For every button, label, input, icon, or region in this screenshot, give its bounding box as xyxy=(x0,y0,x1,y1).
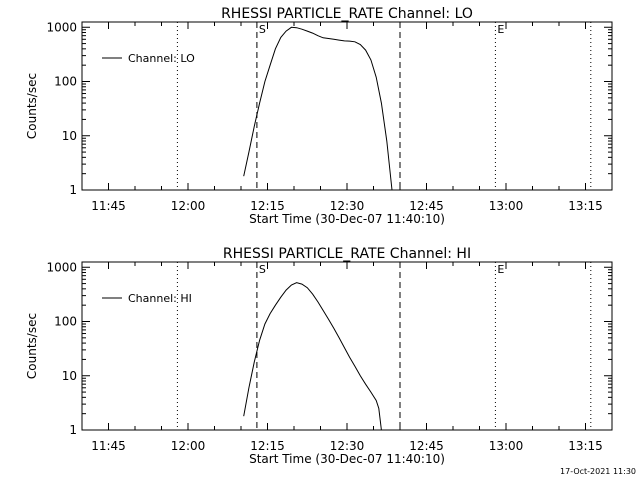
x-axis-label: Start Time (30-Dec-07 11:40:10) xyxy=(249,452,445,466)
x-tick-label: 11:45 xyxy=(91,439,126,453)
series-line xyxy=(243,282,382,431)
plot-frame xyxy=(81,261,613,431)
y-tick-label: 1000 xyxy=(46,260,77,274)
x-tick-label: 12:00 xyxy=(171,199,206,213)
marker-label: S xyxy=(259,23,266,36)
y-axis-label: Counts/sec xyxy=(25,73,39,139)
chart-title: RHESSI PARTICLE_RATE Channel: LO xyxy=(221,6,473,22)
y-tick-label: 100 xyxy=(54,315,77,329)
x-tick-label: 12:30 xyxy=(330,439,365,453)
x-tick-label: 12:15 xyxy=(250,199,285,213)
panel-channel-lo: RHESSI PARTICLE_RATE Channel: LO 11:45 12:… xyxy=(25,6,613,226)
y-tick-label: 100 xyxy=(54,75,77,89)
x-tick-label: 12:30 xyxy=(330,199,365,213)
y-axis-label: Counts/sec xyxy=(25,313,39,379)
x-tick-label: 12:45 xyxy=(409,439,444,453)
y-tick-label: 1 xyxy=(69,183,77,197)
y-tick-label: 1 xyxy=(69,423,77,437)
x-tick-label: 13:15 xyxy=(568,199,603,213)
marker-label: S xyxy=(259,263,266,276)
footer-timestamp: 17-Oct-2021 11:30 xyxy=(560,467,636,476)
x-tick-label: 13:00 xyxy=(489,199,524,213)
marker-label: E xyxy=(497,23,504,36)
legend-label: Channel: LO xyxy=(128,52,195,65)
x-tick-label: 12:45 xyxy=(409,199,444,213)
x-tick-label: 12:00 xyxy=(171,439,206,453)
x-tick-label: 11:45 xyxy=(91,199,126,213)
legend-label: Channel: HI xyxy=(128,292,192,305)
y-tick-label: 1000 xyxy=(46,20,77,34)
x-tick-label: 13:15 xyxy=(568,439,603,453)
x-axis-label: Start Time (30-Dec-07 11:40:10) xyxy=(249,212,445,226)
y-tick-label: 10 xyxy=(62,129,77,143)
plot-frame xyxy=(81,21,613,191)
series-line xyxy=(243,26,393,191)
panel-channel-hi: RHESSI PARTICLE_RATE Channel: HI 11:45 12:… xyxy=(25,246,613,466)
x-tick-label: 12:15 xyxy=(250,439,285,453)
x-tick-label: 13:00 xyxy=(489,439,524,453)
y-tick-label: 10 xyxy=(62,369,77,383)
chart-title: RHESSI PARTICLE_RATE Channel: HI xyxy=(223,246,471,262)
marker-label: E xyxy=(497,263,504,276)
